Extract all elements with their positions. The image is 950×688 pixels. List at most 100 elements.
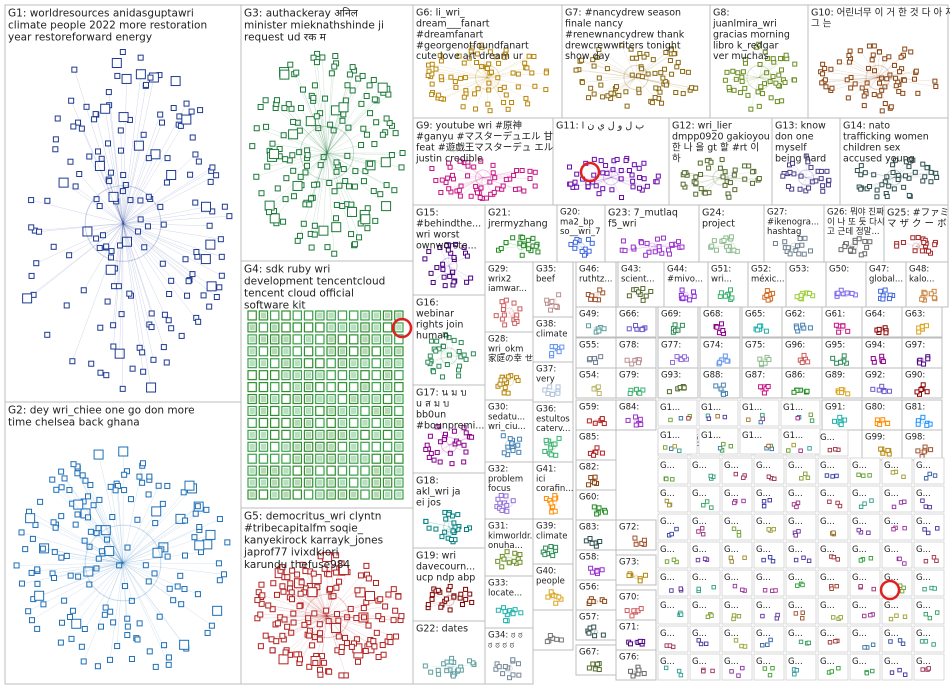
network-edge xyxy=(482,170,517,178)
network-edge xyxy=(460,177,484,197)
network-node xyxy=(594,445,600,451)
network-node xyxy=(804,388,810,394)
network-node xyxy=(630,673,636,679)
network-node xyxy=(433,66,439,72)
network-node xyxy=(288,129,299,140)
network-node xyxy=(332,215,339,222)
network-node xyxy=(746,163,752,169)
group-panel-g86: G86: xyxy=(781,367,823,399)
network-node xyxy=(822,66,828,72)
network-node xyxy=(151,506,162,517)
network-node xyxy=(438,74,444,80)
group-panel-g63: G63: xyxy=(901,306,943,338)
node-fill xyxy=(396,491,402,498)
network-node xyxy=(614,156,620,162)
network-node xyxy=(194,591,201,598)
group-panel-minor: G... xyxy=(849,513,881,541)
network-node xyxy=(858,584,863,589)
network-node xyxy=(650,57,656,63)
network-node xyxy=(676,668,682,674)
network-node xyxy=(357,572,364,579)
network-node xyxy=(740,69,746,75)
network-node xyxy=(655,173,661,179)
network-node xyxy=(217,236,224,243)
network-node xyxy=(719,157,725,163)
network-node xyxy=(768,95,774,101)
group-label-line: G55: xyxy=(579,341,599,351)
network-node xyxy=(290,610,297,617)
group-panel-minor: G1... xyxy=(698,427,739,455)
network-node xyxy=(640,297,646,303)
network-node xyxy=(97,324,104,331)
network-edge xyxy=(326,152,330,184)
network-edge xyxy=(695,177,721,195)
node-fill xyxy=(351,324,357,331)
network-node xyxy=(178,332,185,339)
network-node xyxy=(71,66,78,73)
network-edge xyxy=(122,122,163,224)
cluster-hub xyxy=(717,357,723,362)
group-label-line: #georgenotfoundfanart xyxy=(416,40,529,51)
network-edge xyxy=(610,177,633,182)
group-panel-minor: G... xyxy=(849,569,881,597)
group-panel-g88: G88: xyxy=(699,367,741,399)
network-node xyxy=(693,180,699,186)
network-node xyxy=(135,228,142,235)
network-edge xyxy=(866,77,879,94)
network-node xyxy=(269,647,276,654)
network-node xyxy=(339,117,346,124)
network-node xyxy=(501,450,507,456)
group-panel-g13: G13: know don one myself being hard xyxy=(771,117,841,206)
network-edge xyxy=(482,177,524,192)
network-node xyxy=(639,240,645,246)
node-fill xyxy=(362,324,368,331)
network-edge xyxy=(326,615,375,647)
group-label-line: kalo... xyxy=(909,274,935,284)
network-node xyxy=(40,601,47,608)
network-node xyxy=(498,245,504,251)
group-label-line: G91: xyxy=(825,403,845,413)
group-label-g5: G5: democritus_wri clyntn #tribecapitalfm… xyxy=(243,511,383,571)
network-edge xyxy=(310,152,328,234)
network-node xyxy=(333,584,340,591)
network-node xyxy=(53,486,60,493)
network-node xyxy=(79,472,86,479)
node-fill xyxy=(305,408,312,414)
group-label-g32: G32: problem focus xyxy=(488,465,523,495)
network-node xyxy=(208,622,215,629)
group-label-line: wri_okm xyxy=(488,344,523,354)
network-node xyxy=(249,143,256,150)
group-panel-minor: G... xyxy=(913,513,945,541)
cluster-hub xyxy=(790,242,798,251)
network-edge xyxy=(122,506,198,564)
network-edge xyxy=(635,53,672,78)
network-node xyxy=(315,453,325,464)
network-node xyxy=(807,325,813,331)
network-edge xyxy=(326,85,348,154)
network-edge xyxy=(487,56,530,78)
network-node xyxy=(457,158,463,164)
network-node xyxy=(687,297,693,303)
network-node xyxy=(478,42,484,48)
group-panel-g43: G43: scient... xyxy=(617,261,665,308)
network-node xyxy=(797,236,803,242)
node-fill xyxy=(272,348,278,355)
group-label-line: don one xyxy=(775,131,814,142)
network-node xyxy=(553,600,559,606)
group-panel-minor: G... xyxy=(817,569,849,597)
network-node xyxy=(654,236,660,242)
node-fill xyxy=(317,479,323,486)
group-panel-minor: G... xyxy=(689,541,721,569)
network-node xyxy=(269,606,276,613)
network-node xyxy=(774,99,780,105)
network-node xyxy=(326,441,336,452)
network-node xyxy=(516,449,522,455)
network-node xyxy=(733,76,739,82)
minor-group-label: G... xyxy=(724,545,739,555)
network-node xyxy=(886,296,892,302)
network-node xyxy=(315,489,325,500)
group-label-g84: G84: xyxy=(619,403,639,413)
network-node xyxy=(742,555,747,560)
network-node xyxy=(893,83,899,89)
